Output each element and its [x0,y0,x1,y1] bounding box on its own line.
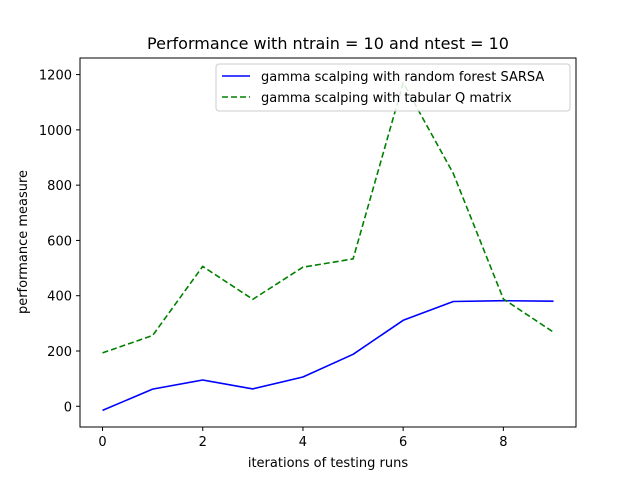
x-tick-label: 4 [299,435,307,450]
x-tick-label: 0 [98,435,106,450]
legend-label-1: gamma scalping with random forest SARSA [261,70,544,85]
series-layer [102,82,554,412]
y-tick-label: 1000 [39,124,72,139]
legend-box [215,63,571,112]
y-tick-label: 0 [64,400,72,415]
legend-label-2: gamma scalping with tabular Q matrix [261,91,512,106]
series-line-1 [102,299,554,412]
x-tick-label: 2 [199,435,207,450]
y-tick-label: 400 [47,290,72,305]
x-axis-label: iterations of testing runs [248,456,409,471]
ticks-layer: 0 2 4 6 8 0 200 400 600 800 1000 1200 [39,69,508,450]
y-axis-label: performance measure [16,170,31,314]
series-line-2 [102,82,554,354]
y-tick-label: 600 [47,234,72,249]
y-tick-label: 800 [47,179,72,194]
y-tick-label: 1200 [39,69,72,84]
legend: gamma scalping with random forest SARSA g… [215,63,571,112]
x-tick-label: 6 [399,435,407,450]
y-tick-label: 200 [47,345,72,360]
x-tick-label: 8 [499,435,507,450]
plot-frame [79,57,577,428]
chart-title: Performance with ntrain = 10 and ntest =… [147,34,509,53]
